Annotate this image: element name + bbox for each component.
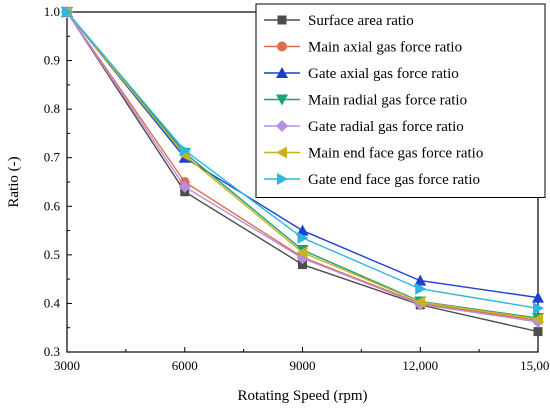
data-point [533, 302, 544, 315]
legend-label: Gate radial gas force ratio [308, 119, 464, 135]
legend-item: Main radial gas force ratio [264, 93, 467, 109]
data-point [532, 291, 544, 303]
y-tick-label: 0.8 [44, 101, 60, 116]
legend-marker [276, 94, 288, 106]
x-tick-label: 3000 [54, 358, 80, 373]
legend-marker [276, 146, 287, 159]
data-point [414, 274, 427, 286]
legend-label: Main axial gas force ratio [308, 40, 462, 56]
legend-label: Gate axial gas force ratio [308, 66, 459, 82]
data-point [179, 144, 191, 157]
data-point [62, 6, 73, 18]
legend-label: Main end face gas force ratio [308, 146, 483, 162]
legend-marker [277, 15, 287, 25]
x-axis-title: Rotating Speed (rpm) [238, 388, 368, 404]
legend-item: Surface area ratio [264, 13, 414, 29]
legend-item: Gate radial gas force ratio [264, 119, 464, 135]
y-tick-label: 1.0 [44, 4, 60, 19]
data-point [296, 246, 308, 259]
y-tick-label: 0.7 [44, 150, 61, 165]
x-tick-label: 15,000 [520, 358, 550, 373]
y-tick-label: 0.3 [44, 344, 60, 359]
legend-marker [277, 41, 287, 52]
data-point [296, 224, 309, 236]
legend-item: Main end face gas force ratio [264, 146, 483, 162]
series-7 [62, 6, 544, 315]
x-tick-label: 12,000 [402, 358, 438, 373]
legend-marker [276, 120, 288, 132]
legend-label: Main radial gas force ratio [308, 93, 467, 109]
data-point [414, 295, 426, 308]
data-point [297, 231, 309, 244]
data-point [533, 327, 543, 337]
data-point [178, 180, 191, 193]
y-tick-label: 0.6 [44, 198, 61, 213]
legend-item: Main axial gas force ratio [264, 40, 462, 56]
data-point [532, 312, 543, 325]
x-tick-label: 9000 [290, 358, 316, 373]
legend-item: Gate axial gas force ratio [264, 66, 459, 82]
legend-marker [277, 173, 288, 185]
data-point [415, 282, 427, 295]
data-point [298, 260, 307, 270]
y-tick-label: 0.9 [44, 53, 60, 68]
legend-label: Gate end face gas force ratio [308, 172, 480, 188]
y-tick-label: 0.4 [44, 295, 61, 310]
legend-marker [276, 67, 288, 78]
y-axis: 0.3 0.4 0.5 0.6 0.7 0.8 0.9 1.0 [44, 4, 72, 359]
y-axis-title: Ratio (-) [6, 156, 22, 207]
legend-item: Gate end face gas force ratio [264, 172, 480, 188]
legend: Surface area ratio Main axial gas force r… [255, 3, 546, 198]
x-tick-label: 6000 [172, 358, 198, 373]
x-axis: 3000 6000 9000 12,000 15,000 [54, 347, 550, 373]
y-tick-label: 0.5 [44, 247, 60, 262]
legend-box [255, 3, 546, 198]
legend-label: Surface area ratio [308, 13, 414, 29]
series-layer [61, 6, 544, 337]
